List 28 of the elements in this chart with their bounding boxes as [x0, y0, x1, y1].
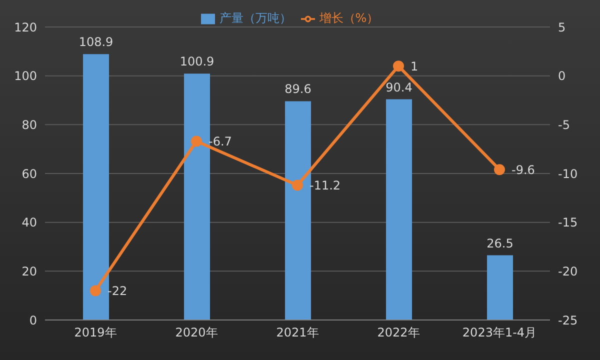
data-label: 1: [410, 59, 418, 74]
data-label: 100.9: [180, 54, 214, 69]
x-tick-label: 2023年1-4月: [462, 326, 537, 340]
data-label: -9.6: [512, 162, 535, 177]
data-label: 90.4: [386, 80, 412, 94]
legend-label: 产量（万吨）: [219, 11, 292, 25]
y2-tick-label: -5: [558, 118, 570, 132]
y2-tick-label: 5: [558, 20, 566, 34]
y-tick-label: 100: [14, 69, 37, 84]
y2-tick-label: 0: [558, 69, 566, 84]
x-tick-label: 2019年: [74, 326, 117, 340]
y-tick-label: 0: [29, 313, 37, 328]
y2-tick-label: -10: [558, 166, 578, 181]
y-tick-label: 20: [22, 264, 37, 278]
x-tick-label: 2022年: [377, 326, 420, 340]
y-tick-label: 40: [22, 216, 37, 230]
y2-tick-label: -25: [558, 313, 578, 328]
data-label: 26.5: [486, 236, 514, 250]
data-label: 89.6: [284, 82, 312, 96]
y2-tick-label: -15: [558, 216, 578, 230]
x-tick-label: 2021年: [276, 326, 319, 340]
x-tick-label: 2020年: [175, 326, 218, 340]
y2-tick-label: -20: [558, 264, 578, 278]
data-label: 108.9: [78, 35, 114, 50]
y-tick-label: 120: [14, 20, 37, 34]
legend-label: 增长（%）: [319, 11, 379, 25]
y-tick-label: 80: [22, 118, 37, 132]
y-tick-label: 60: [22, 166, 37, 181]
